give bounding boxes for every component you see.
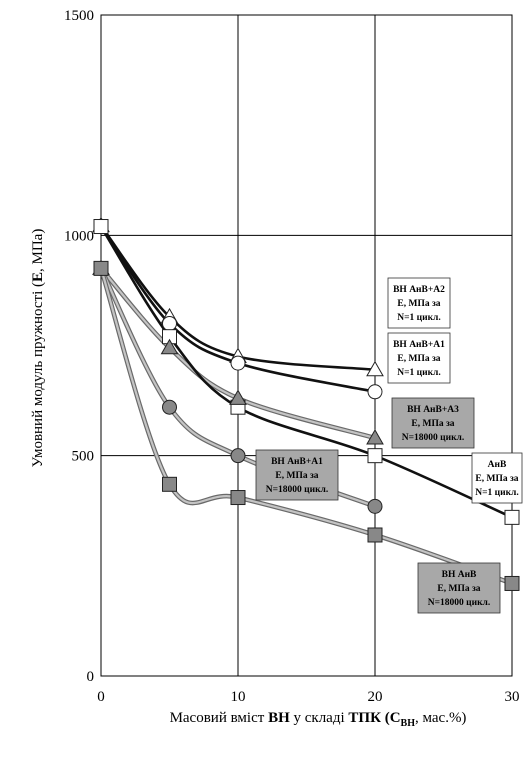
- series-line: [99, 225, 376, 394]
- annotation-box: [417, 562, 501, 614]
- annotation-box: [387, 332, 451, 384]
- annotation-text: ВН АнВ: [442, 570, 477, 580]
- annotation-labels: ВН АнВ+А2 E, МПа за N=1 цикл. ВН АнВ+А1 E, М…: [255, 277, 523, 614]
- annotation-text: E, МПа за: [275, 471, 318, 481]
- series-1-point: [367, 384, 383, 400]
- series-5-point: [367, 527, 383, 543]
- y-tick-label: 1500: [64, 8, 94, 24]
- series-1-point: [162, 315, 177, 331]
- annotation-box: [471, 452, 523, 504]
- annotation-label: ВН АнВ+А3 E, МПа за N=18000 цикл.: [391, 397, 475, 449]
- annotation-text: N=18000 цикл.: [402, 433, 465, 443]
- annotation-text: ВН АнВ+А1: [271, 457, 323, 467]
- annotation-text: АнВ: [488, 460, 507, 470]
- series-line: [99, 224, 376, 372]
- annotation-label: АнВ E, МПа за N=1 цикл.: [471, 452, 523, 504]
- y-tick-label: 1000: [64, 228, 94, 244]
- annotation-text: E, МПа за: [397, 354, 440, 364]
- plot-frame: [100, 14, 513, 677]
- annotation-text: E, МПа за: [397, 299, 440, 309]
- x-tick-label: 10: [231, 689, 246, 705]
- annotation-text: E, МПа за: [411, 419, 454, 429]
- x-axis-title: Масовий вміст ВН у складі ТПК (CВН, мас.…: [170, 710, 467, 729]
- series-5-point: [93, 260, 109, 276]
- annotation-text: N=18000 цикл.: [266, 485, 329, 495]
- series-3-point: [366, 429, 384, 445]
- series-4-point: [162, 399, 177, 415]
- annotation-box: [387, 277, 451, 329]
- series-3-point: [229, 389, 247, 405]
- series-5-point: [162, 476, 177, 492]
- series-4-point: [230, 448, 246, 464]
- annotation-text: E, МПа за: [437, 584, 480, 594]
- annotation-box: [255, 449, 339, 501]
- annotation-text: N=1 цикл.: [397, 313, 441, 323]
- annotation-label: ВН АнВ E, МПа за N=18000 цикл.: [417, 562, 501, 614]
- annotation-text: N=18000 цикл.: [428, 598, 491, 608]
- x-tick-label: 30: [505, 689, 520, 705]
- annotation-label: ВН АнВ+А1 E, МПа за N=18000 цикл.: [255, 449, 339, 501]
- series-1-point: [230, 355, 246, 371]
- annotation-text: ВН АнВ+А3: [407, 405, 459, 415]
- y-tick-label: 500: [72, 449, 95, 465]
- x-tick-label: 0: [97, 689, 105, 705]
- series-3-point: [160, 338, 179, 355]
- series-5-point: [504, 575, 520, 591]
- y-axis-title: Умовний модуль пружності (E, МПа): [30, 229, 46, 468]
- markers: [92, 216, 520, 591]
- series-2-point: [93, 219, 109, 235]
- annotation-text: E, МПа за: [475, 474, 518, 484]
- y-tick-label: 0: [87, 669, 95, 685]
- annotation-box: [391, 397, 475, 449]
- annotation-label: ВН АнВ+А2 E, МПа за N=1 цикл.: [387, 277, 451, 329]
- series-4-point: [367, 498, 383, 514]
- series-2-point: [367, 448, 383, 464]
- series-0-point: [366, 360, 384, 377]
- annotation-text: N=1 цикл.: [397, 368, 441, 378]
- series-5-point: [230, 490, 246, 506]
- annotation-label: ВН АнВ+А1 E, МПа за N=1 цикл.: [387, 332, 451, 384]
- series-2-point: [504, 509, 520, 525]
- annotation-text: ВН АнВ+А1: [393, 340, 445, 350]
- tick-labels: 0 10 20 30 0 500 1000 1500: [64, 8, 520, 705]
- annotation-text: N=1 цикл.: [475, 488, 519, 498]
- x-tick-label: 20: [368, 689, 383, 705]
- annotation-text: ВН АнВ+А2: [393, 285, 445, 295]
